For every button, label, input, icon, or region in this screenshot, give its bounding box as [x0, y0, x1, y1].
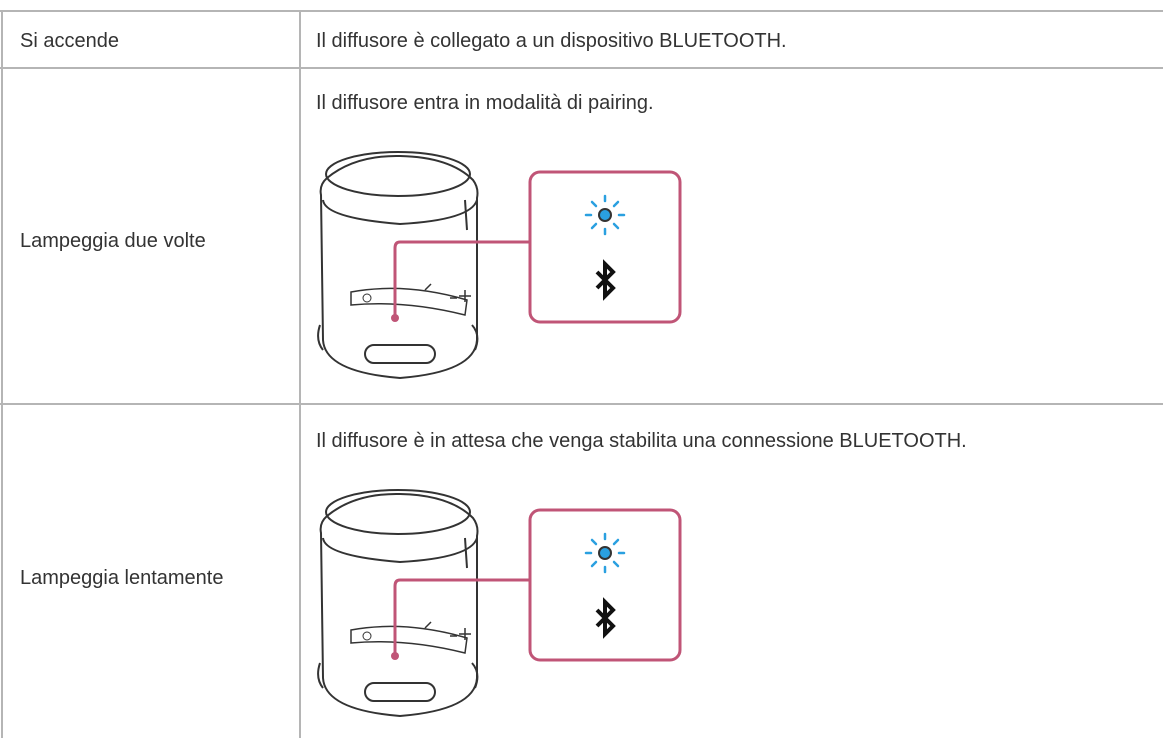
column-border	[299, 10, 301, 738]
cell-text: Il diffusore è collegato a un dispositiv…	[316, 30, 787, 52]
row-border	[0, 67, 1163, 69]
speaker-illustration	[316, 150, 682, 380]
cell-text: Il diffusore è in attesa che venga stabi…	[316, 430, 967, 452]
cell-label: Si accende	[20, 30, 119, 52]
cell-text: Il diffusore entra in modalità di pairin…	[316, 92, 654, 114]
row-border	[0, 403, 1163, 405]
cell-label: Lampeggia due volte	[20, 230, 206, 252]
column-border	[1, 10, 3, 738]
cell-label: Lampeggia lentamente	[20, 567, 224, 589]
speaker-illustration	[316, 488, 682, 718]
row-border	[0, 10, 1163, 12]
